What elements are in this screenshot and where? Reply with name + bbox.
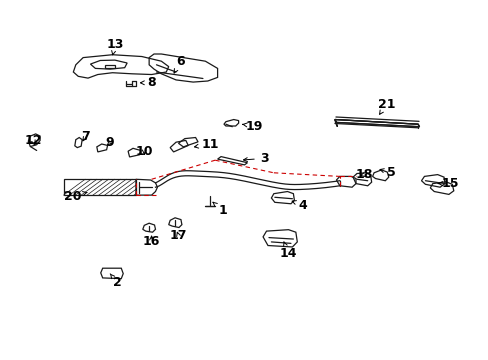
- Text: 9: 9: [105, 136, 114, 149]
- Text: 10: 10: [135, 145, 153, 158]
- Text: 13: 13: [106, 39, 123, 55]
- Text: 2: 2: [110, 274, 122, 289]
- Text: 14: 14: [279, 242, 297, 260]
- Text: 4: 4: [291, 199, 307, 212]
- Text: 5: 5: [379, 166, 395, 179]
- Text: 7: 7: [81, 130, 90, 143]
- Text: 20: 20: [63, 190, 87, 203]
- Text: 16: 16: [142, 235, 160, 248]
- Text: 15: 15: [437, 177, 458, 190]
- Text: 12: 12: [24, 134, 42, 147]
- Text: 19: 19: [242, 120, 263, 132]
- Text: 17: 17: [169, 229, 187, 242]
- Text: 1: 1: [213, 202, 226, 217]
- Text: 6: 6: [174, 55, 185, 73]
- Text: 3: 3: [243, 152, 268, 165]
- Text: 21: 21: [377, 98, 394, 114]
- Text: 8: 8: [140, 76, 156, 89]
- Text: 18: 18: [355, 168, 372, 181]
- Text: 11: 11: [194, 138, 219, 150]
